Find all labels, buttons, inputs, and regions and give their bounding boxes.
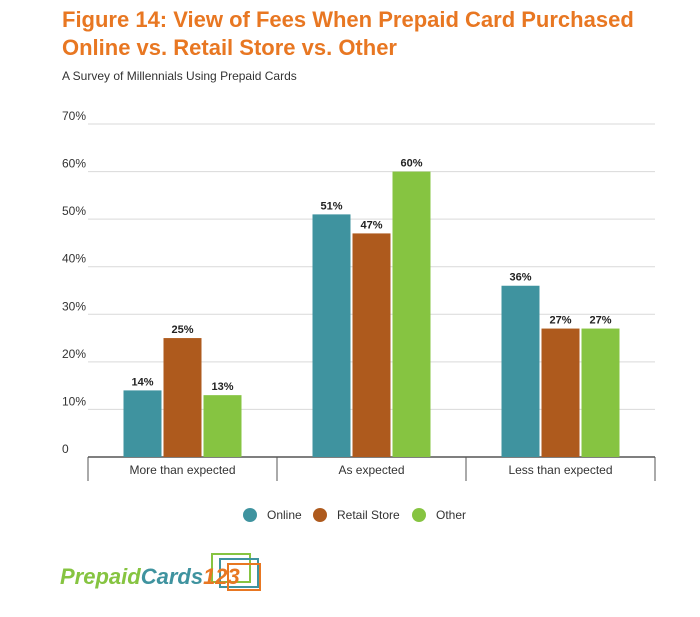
x-tick-label: Less than expected: [508, 463, 612, 477]
data-label: 13%: [211, 381, 233, 393]
data-label: 47%: [360, 219, 382, 231]
bar-retail-store: [352, 233, 391, 457]
bar-online: [123, 390, 162, 457]
logo-text-123: 123: [203, 564, 240, 589]
legend-item-retail-store: Retail Store: [313, 505, 400, 525]
data-label: 27%: [589, 315, 611, 327]
y-tick-label: 0: [62, 442, 69, 456]
chart-subtitle: A Survey of Millennials Using Prepaid Ca…: [62, 69, 297, 83]
bar-retail-store: [541, 328, 580, 457]
logo-text-prepaid: Prepaid: [60, 564, 141, 589]
y-tick-label: 50%: [62, 204, 86, 218]
y-tick-label: 60%: [62, 157, 86, 171]
data-label: 14%: [131, 376, 153, 388]
logo-text-cards: Cards: [140, 564, 204, 589]
y-tick-label: 10%: [62, 394, 86, 408]
x-tick-label: More than expected: [129, 463, 235, 477]
logo-wordmark: PrepaidCards123: [60, 564, 240, 590]
logo-cards-graphic: [211, 553, 261, 591]
data-label: 36%: [509, 272, 531, 284]
y-tick-label: 30%: [62, 299, 86, 313]
bar-other: [581, 328, 620, 457]
legend-label-online: Online: [267, 508, 302, 522]
legend-swatch-retail-store: [313, 508, 327, 522]
legend-item-online: Online: [243, 505, 302, 525]
legend-item-other: Other: [412, 505, 466, 525]
data-label: 25%: [171, 324, 193, 336]
bar-chart: 0 10% 20% 30% 40% 50% 60% 70% 14% 25% 13% More than…: [62, 109, 656, 481]
bar-online: [312, 214, 351, 457]
data-label: 51%: [320, 200, 342, 212]
chart-title: Figure 14: View of Fees When Prepaid Car…: [62, 7, 634, 60]
legend-label-retail-store: Retail Store: [337, 508, 400, 522]
data-label: 60%: [400, 158, 422, 170]
bar-other: [392, 171, 431, 458]
bar-online: [501, 285, 540, 457]
y-tick-label: 40%: [62, 252, 86, 266]
legend-label-other: Other: [436, 508, 467, 522]
y-tick-label: 70%: [62, 109, 86, 123]
prepaidcards123-logo: PrepaidCards123: [60, 548, 280, 598]
bar-retail-store: [163, 338, 202, 457]
y-tick-label: 20%: [62, 347, 86, 361]
legend-swatch-online: [243, 508, 257, 522]
chart-legend: Online Retail Store Other: [0, 505, 700, 525]
bar-other: [203, 395, 242, 457]
data-label: 27%: [549, 315, 571, 327]
x-tick-label: As expected: [338, 463, 404, 477]
legend-swatch-other: [412, 508, 426, 522]
